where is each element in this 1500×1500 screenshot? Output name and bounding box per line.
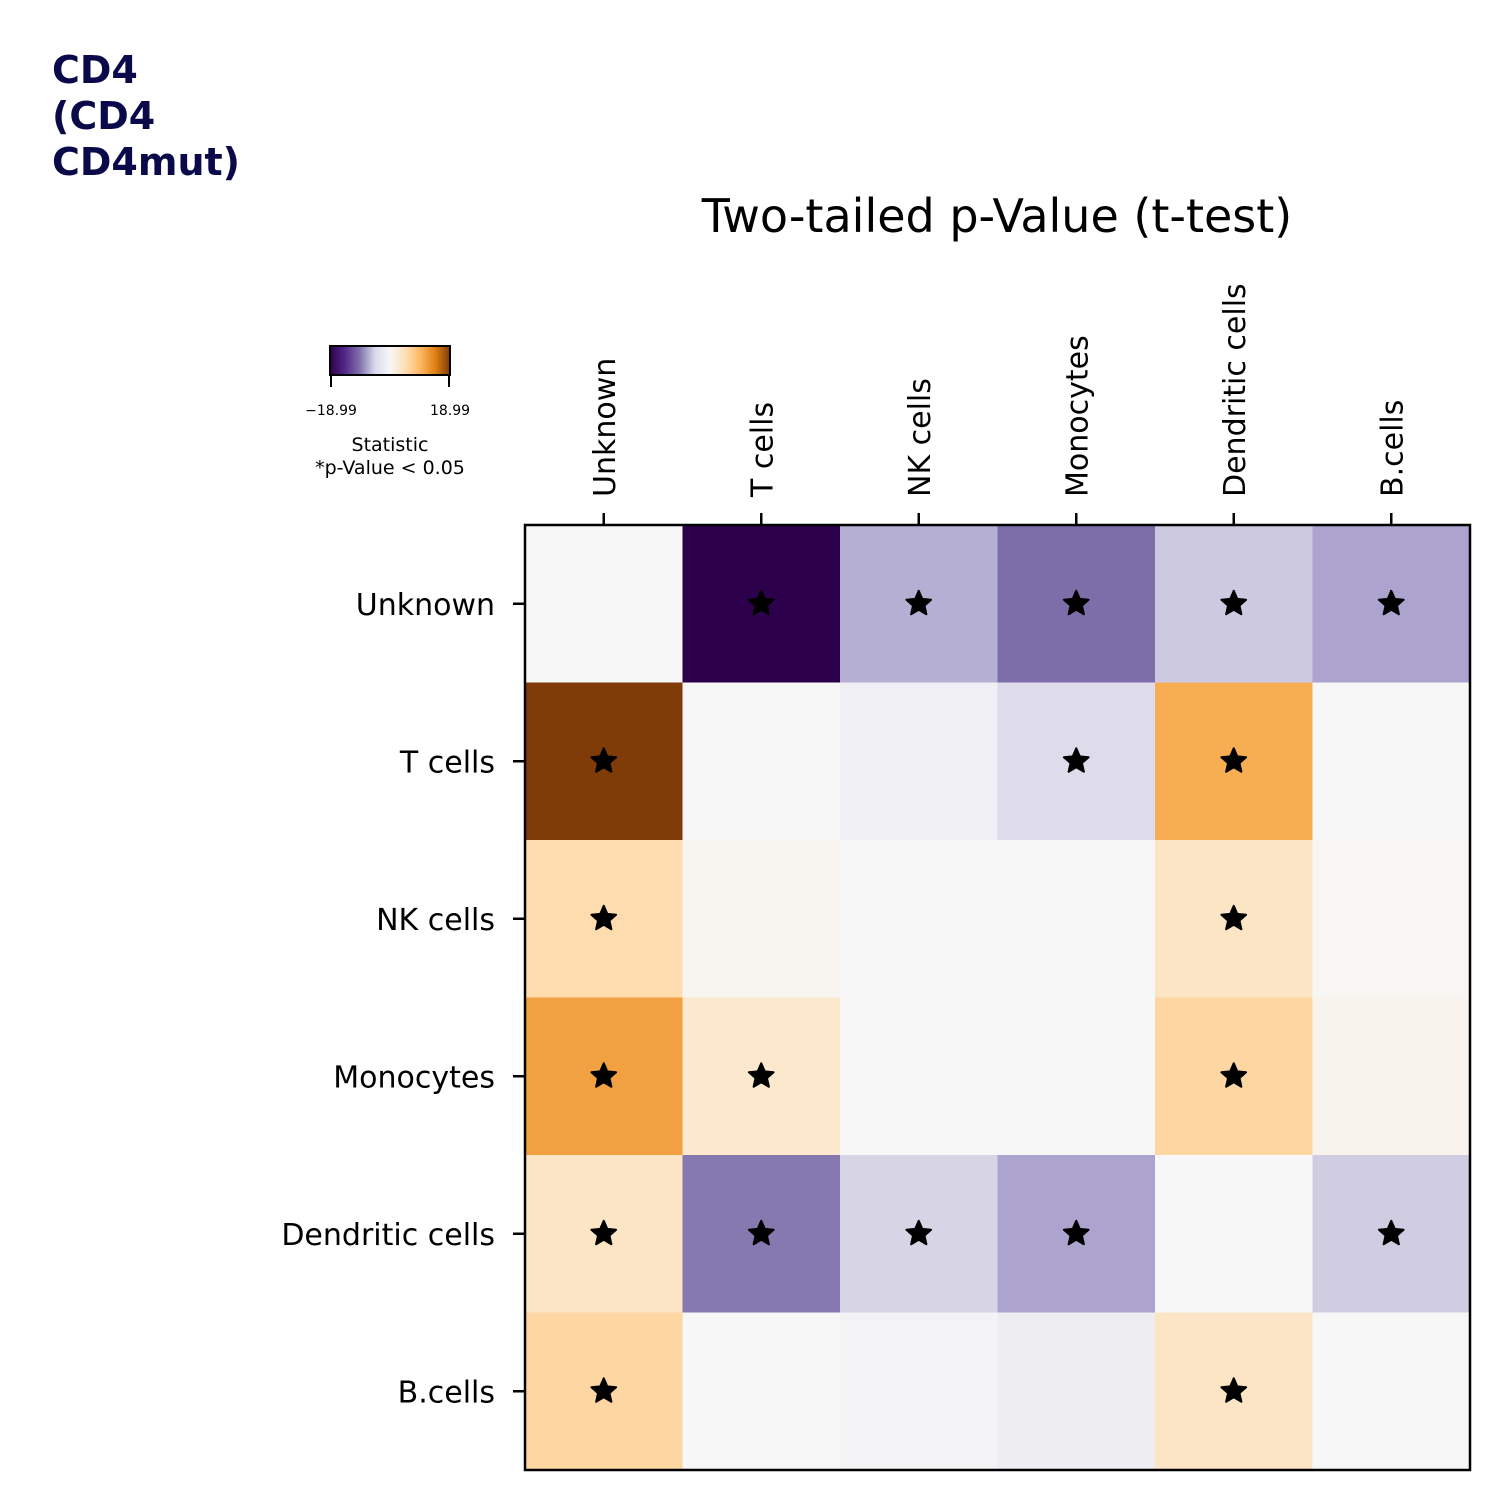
heatmap-cell (1312, 840, 1471, 999)
x-axis: Unknown T cells NK cells Monocytes Dendritic… (588, 283, 1410, 525)
colorbar-min-label: −18.99 (305, 403, 357, 419)
heatmap-cell (682, 840, 841, 999)
x-tick-label: Dendritic cells (1218, 283, 1253, 497)
y-tick-label: B.cells (398, 1375, 495, 1410)
significance-star (1220, 1062, 1248, 1088)
heatmap-cell (840, 840, 999, 999)
significance-star (1377, 1219, 1405, 1246)
significance-star (1377, 589, 1405, 616)
y-tick-label: T cells (399, 745, 495, 780)
colorbar-max-label: 18.99 (430, 403, 470, 419)
colorbar: −18.99 18.99 Statistic *p-Value < 0.05 (305, 345, 470, 479)
colorbar-label-pvalue: *p-Value < 0.05 (315, 457, 465, 479)
heatmap-cell (840, 682, 999, 841)
y-tick-label: NK cells (376, 903, 495, 938)
significance-star (1220, 747, 1248, 773)
significance-star (590, 904, 618, 931)
significance-star (905, 1219, 933, 1246)
significance-star (590, 1219, 618, 1246)
heatmap-cell (1312, 1312, 1471, 1471)
significance-star (747, 1062, 775, 1088)
x-tick-label: B.cells (1375, 400, 1410, 497)
y-tick-label: Dendritic cells (281, 1218, 495, 1253)
significance-star (747, 589, 775, 616)
corner-label-line-2: (CD4 (52, 94, 155, 138)
heatmap-cell (840, 997, 999, 1156)
significance-star (1062, 589, 1090, 616)
heatmap-cells (525, 525, 1471, 1471)
y-tick-label: Monocytes (333, 1060, 495, 1095)
y-tick-label: Unknown (356, 588, 495, 623)
heatmap-cell (682, 1312, 841, 1471)
significance-star (1220, 904, 1248, 931)
significance-markers (590, 589, 1405, 1403)
corner-label-line-1: CD4 (52, 48, 138, 92)
colorbar-gradient (329, 345, 451, 376)
heatmap-cell (1155, 1155, 1314, 1314)
chart-title: Two-tailed p-Value (t-test) (701, 189, 1293, 243)
significance-star (1062, 1219, 1090, 1246)
significance-star (590, 747, 618, 773)
heatmap-cell (840, 1312, 999, 1471)
heatmap-cell (997, 1312, 1156, 1471)
heatmap-cell (997, 840, 1156, 999)
significance-star (747, 1219, 775, 1246)
x-tick-label: Unknown (588, 358, 623, 497)
heatmap-cell (525, 525, 684, 684)
corner-label-line-3: CD4mut) (52, 140, 240, 184)
heatmap-cell (997, 997, 1156, 1156)
x-tick-label: Monocytes (1060, 335, 1095, 497)
heatmap-cell (1312, 682, 1471, 841)
heatmap-cell (1312, 997, 1471, 1156)
significance-star (1220, 589, 1248, 616)
heatmap-cell (682, 682, 841, 841)
x-tick-label: T cells (745, 402, 780, 498)
y-axis: Unknown T cells NK cells Monocytes Dendritic… (281, 588, 525, 1410)
significance-star (590, 1062, 618, 1088)
significance-star (1062, 747, 1090, 773)
plot-frame (523, 523, 1472, 1472)
colorbar-label-statistic: Statistic (352, 434, 429, 456)
significance-star (905, 589, 933, 616)
significance-star (1220, 1377, 1248, 1403)
x-tick-label: NK cells (903, 378, 938, 497)
significance-star (590, 1377, 618, 1403)
